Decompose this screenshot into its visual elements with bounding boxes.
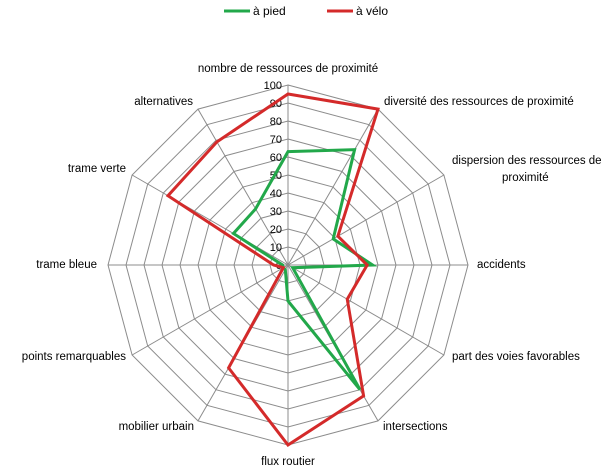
tick-label: 10 [270,242,282,254]
category-label: mobilier urbain [119,421,194,433]
series-lines [165,92,380,448]
tick-label: 80 [270,116,282,128]
category-label: nombre de ressources de proximité [198,63,378,75]
series-line-a-pied [231,148,378,391]
category-label: trame bleue [36,259,97,271]
grid-spoke [197,108,289,266]
tick-label: 40 [270,188,282,200]
legend-label: à pied [253,4,286,18]
tick-label: 30 [270,206,282,218]
category-label: alternatives [134,96,193,108]
category-label: dispersion des ressources de [452,155,602,167]
legend-label: à vélo [356,4,388,18]
category-label: points remarquables [22,351,126,363]
category-label: diversité des ressources de proximité [384,96,574,108]
category-label: accidents [477,259,526,271]
radar-grid [107,84,469,446]
legend: à pied à vélo [224,4,388,18]
category-label: intersections [383,421,448,433]
grid-spoke [287,174,445,266]
tick-label: 20 [270,224,282,236]
tick-label: 70 [270,134,282,146]
grid-spoke [287,108,379,266]
category-label: proximité [502,172,549,184]
grid-spoke [131,264,289,356]
grid-spoke [287,264,445,356]
tick-label: 100 [264,80,282,92]
tick-label: 60 [270,152,282,164]
grid-spoke [131,174,289,266]
category-label: trame verte [68,163,126,175]
category-labels: nombre de ressources de proximité diversi… [22,63,602,468]
category-label: flux routier [261,456,315,468]
series-line-a-velo [165,92,380,448]
category-label: part des voies favorables [452,351,580,363]
